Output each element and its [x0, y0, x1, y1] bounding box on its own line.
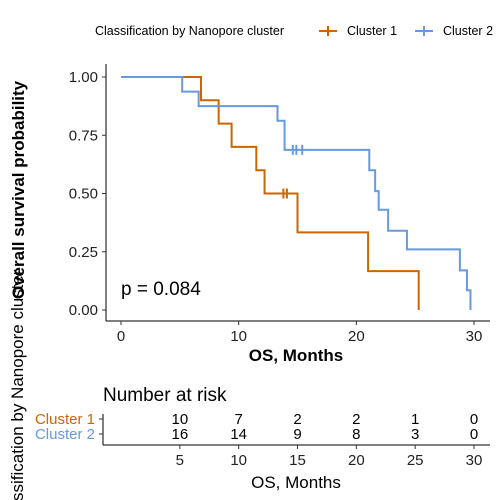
risk-count: 2 [352, 411, 360, 428]
risk-count: 8 [352, 426, 360, 443]
risk-x-tick-label: 30 [466, 452, 483, 469]
risk-count: 3 [411, 426, 419, 443]
x-tick-label: 10 [230, 328, 247, 345]
km-plot: 0.00 0.25 0.50 0.75 1.00 0 10 20 30 p = 0.084 OS… [9, 64, 490, 365]
legend-label-cluster-1: Cluster 1 [347, 24, 397, 38]
risk-row-label: Cluster 1 [35, 411, 95, 428]
risk-x-tick-label: 5 [176, 452, 184, 469]
x-axis-title: OS, Months [249, 346, 343, 365]
x-tick-label: 20 [348, 328, 365, 345]
risk-count: 7 [234, 411, 242, 428]
y-tick-label: 0.75 [69, 127, 98, 144]
risk-row-label: Cluster 2 [35, 426, 95, 443]
risk-y-axis-title: Classification by Nanopore cluster [8, 269, 27, 500]
x-tick-label: 0 [117, 328, 125, 345]
y-tick-label: 0.00 [69, 302, 98, 319]
risk-count: 10 [171, 411, 188, 428]
legend-label-cluster-2: Cluster 2 [443, 24, 493, 38]
risk-count: 0 [470, 411, 478, 428]
km-axes: 0.00 0.25 0.50 0.75 1.00 0 10 20 30 [69, 64, 490, 345]
risk-table-title: Number at risk [103, 385, 227, 406]
y-axis-title: Overall survival probability [9, 80, 28, 299]
legend-title: Classification by Nanopore cluster [95, 24, 284, 38]
risk-count: 2 [293, 411, 301, 428]
risk-x-tick-label: 20 [348, 452, 365, 469]
legend-key-cluster-1: Cluster 1 [319, 24, 397, 38]
risk-count: 1 [411, 411, 419, 428]
x-tick-label: 30 [466, 328, 483, 345]
p-value-annotation: p = 0.084 [121, 279, 201, 300]
legend-key-cluster-2: Cluster 2 [415, 24, 493, 38]
km-curve-cluster-2 [121, 76, 472, 310]
risk-x-tick-label: 10 [230, 452, 247, 469]
y-tick-label: 0.50 [69, 186, 98, 203]
risk-x-tick-label: 25 [407, 452, 424, 469]
y-tick-label: 0.25 [69, 244, 98, 261]
risk-count: 14 [230, 426, 247, 443]
risk-x-tick-label: 15 [289, 452, 306, 469]
legend: Classification by Nanopore cluster Clust… [95, 24, 493, 38]
risk-count: 9 [293, 426, 301, 443]
y-tick-label: 1.00 [69, 69, 98, 86]
km-curve-cluster-1 [121, 76, 420, 310]
km-curves [121, 76, 472, 310]
risk-x-axis-title: OS, Months [251, 473, 341, 492]
risk-count: 0 [470, 426, 478, 443]
risk-count: 16 [171, 426, 188, 443]
